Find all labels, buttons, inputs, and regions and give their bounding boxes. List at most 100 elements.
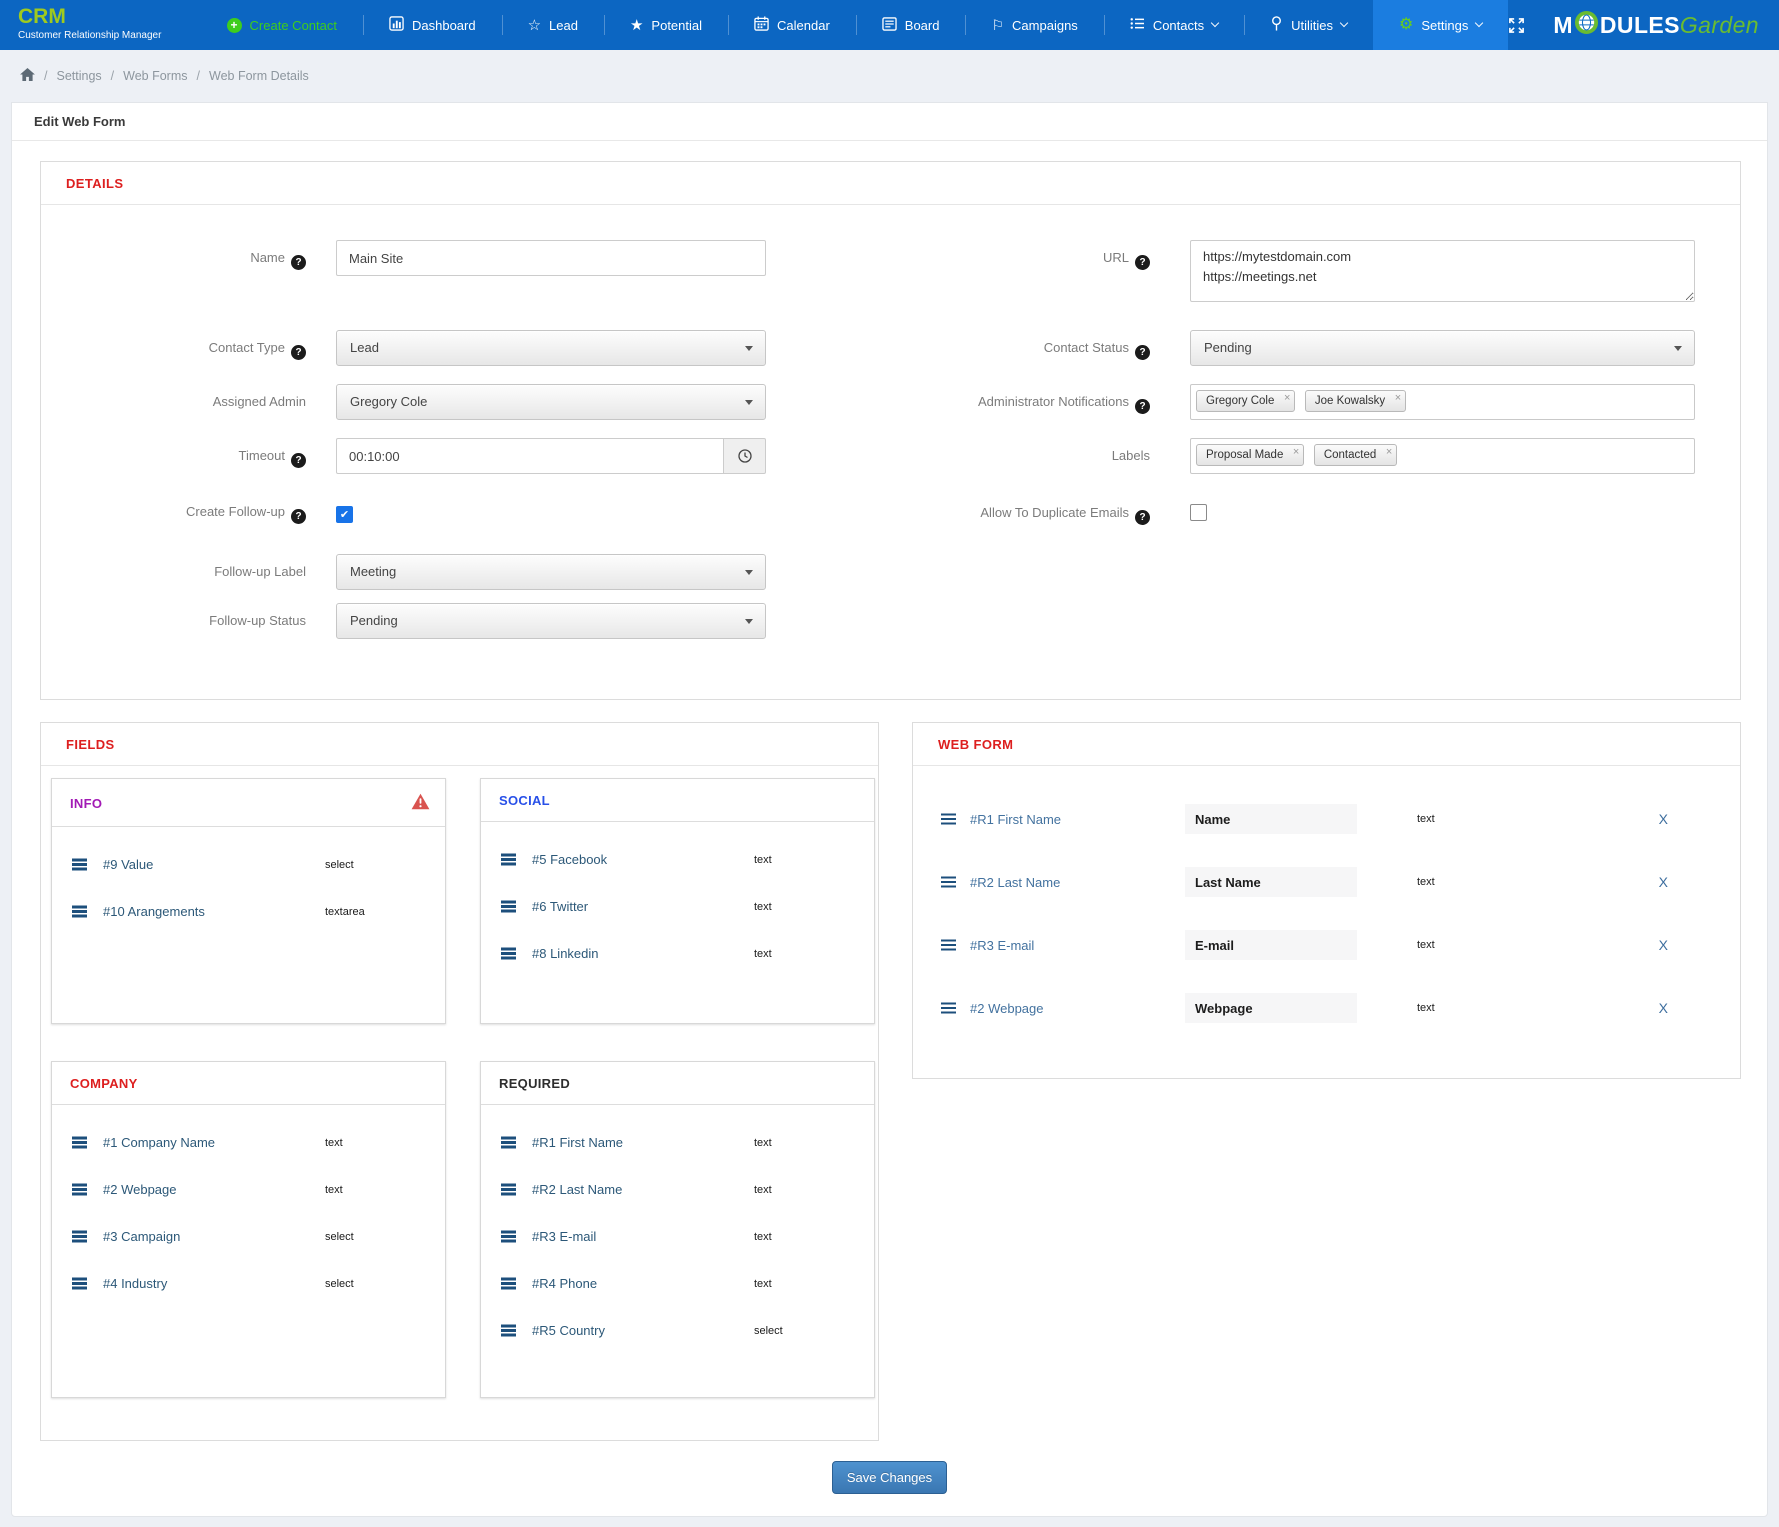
field-name: #R3 E-mail [532,1229,597,1244]
help-icon[interactable] [1135,510,1150,525]
drag-handle-icon[interactable] [501,1235,516,1238]
nav-item-utilities[interactable]: Utilities [1244,0,1373,50]
form-row-timeout: Timeout [86,438,766,474]
web-form-label-input[interactable] [1185,867,1357,897]
modulesgarden-logo[interactable]: M DULES Garden [1553,10,1759,41]
drag-handle-icon[interactable] [72,1282,87,1285]
nav-item-campaigns[interactable]: ⚐ Campaigns [965,0,1103,50]
field-name: #10 Arangements [103,904,205,919]
field-group-title: REQUIRED [499,1076,571,1091]
drag-handle-icon[interactable] [501,1282,516,1285]
drag-handle-icon[interactable] [941,943,956,947]
breadcrumb-web-forms[interactable]: Web Forms [123,69,188,83]
nav-item-create-contact[interactable]: Create Contact [201,0,363,50]
field-item: #3 Campaign select [52,1213,445,1260]
url-textarea[interactable]: https://mytestdomain.com https://meeting… [1190,240,1695,302]
clock-button[interactable] [724,438,766,474]
fields-panel-title: FIELDS [41,723,878,766]
selected-value: Gregory Cole [350,394,428,409]
nav-item-contacts[interactable]: Contacts [1103,0,1244,50]
label-text: Create Follow-up [186,504,285,519]
drag-handle-icon[interactable] [72,863,87,866]
followup-status-select[interactable]: Pending [336,603,766,639]
help-icon[interactable] [1135,345,1150,360]
home-icon[interactable] [20,68,35,84]
web-form-label-input[interactable] [1185,993,1357,1023]
admin-notifications-label: Administrator Notifications [895,384,1190,420]
admin-notifications-input[interactable]: Gregory Cole Joe Kowalsky [1190,384,1695,420]
drag-handle-icon[interactable] [941,1006,956,1010]
drag-handle-icon[interactable] [501,1329,516,1332]
breadcrumb-settings[interactable]: Settings [56,69,102,83]
fullscreen-icon[interactable] [1508,17,1525,34]
help-icon[interactable] [1135,399,1150,414]
drag-handle-icon[interactable] [941,880,956,884]
field-item: #R3 E-mail text [481,1213,874,1260]
labels-input[interactable]: Proposal Made Contacted [1190,438,1695,474]
nav-item-calendar[interactable]: Calendar [728,0,856,50]
drag-handle-icon[interactable] [941,817,956,821]
caret-down-icon [745,346,753,351]
web-form-label-input[interactable] [1185,930,1357,960]
timeout-input[interactable] [336,438,724,474]
drag-handle-icon[interactable] [501,905,516,908]
form-row-allow-duplicate: Allow To Duplicate Emails [895,504,1695,526]
contact-type-select[interactable]: Lead [336,330,766,366]
drag-handle-icon[interactable] [72,1188,87,1191]
drag-handle-icon[interactable] [72,910,87,913]
form-row-contact-type: Contact Type Lead [86,330,766,366]
remove-row-button[interactable]: X [1658,874,1668,890]
remove-row-button[interactable]: X [1658,811,1668,827]
remove-row-button[interactable]: X [1658,937,1668,953]
allow-duplicate-label: Allow To Duplicate Emails [895,505,1190,525]
contact-status-select[interactable]: Pending [1190,330,1695,366]
remove-tag-icon[interactable] [1284,392,1290,404]
caret-down-icon [745,570,753,575]
help-icon[interactable] [291,345,306,360]
remove-row-button[interactable]: X [1658,1000,1668,1016]
drag-handle-icon[interactable] [501,1141,516,1144]
create-followup-label: Create Follow-up [86,504,336,524]
help-icon[interactable] [1135,255,1150,270]
caret-down-icon [1674,346,1682,351]
nav-item-settings[interactable]: ⚙ Settings [1373,0,1509,50]
name-input[interactable] [336,240,766,276]
form-row-followup-status: Follow-up Status Pending [86,603,766,639]
list-icon [1130,17,1145,33]
allow-duplicate-checkbox[interactable] [1190,504,1207,521]
help-icon[interactable] [291,255,306,270]
nav-label: Dashboard [411,17,476,33]
field-group-info: INFO #9 Value select #10 Arangements tex [51,778,446,1024]
nav-item-dashboard[interactable]: Dashboard [362,0,502,50]
save-button[interactable]: Save Changes [831,1461,948,1494]
assigned-admin-select[interactable]: Gregory Cole [336,384,766,420]
drag-handle-icon[interactable] [72,1141,87,1144]
details-panel: DETAILS Name Contact Type Lead Assigned … [40,161,1741,700]
nav-menu: Create Contact Dashboard ☆ Lead ★ Potent… [201,0,1509,50]
brand[interactable]: CRM Customer Relationship Manager [0,0,201,50]
remove-tag-icon[interactable] [1386,446,1392,458]
nav-item-board[interactable]: Board [855,0,966,50]
drag-handle-icon[interactable] [501,1188,516,1191]
drag-handle-icon[interactable] [501,858,516,861]
nav-label: Board [904,17,940,33]
nav-item-potential[interactable]: ★ Potential [603,0,728,50]
star-icon: ★ [629,16,644,34]
chevron-down-icon [1339,18,1349,28]
field-name: #4 Industry [103,1276,168,1291]
nav-item-lead[interactable]: ☆ Lead [501,0,604,50]
warning-icon [411,793,430,813]
remove-tag-icon[interactable] [1293,446,1299,458]
drag-handle-icon[interactable] [72,1235,87,1238]
drag-handle-icon[interactable] [501,952,516,955]
web-form-label-input[interactable] [1185,804,1357,834]
field-name: #6 Twitter [532,899,589,914]
field-type: text [754,1183,772,1196]
create-followup-checkbox[interactable] [336,506,353,523]
help-icon[interactable] [291,509,306,524]
remove-tag-icon[interactable] [1395,392,1401,404]
tag-chip: Gregory Cole [1196,390,1296,412]
help-icon[interactable] [291,453,306,468]
field-item: #9 Value select [52,841,445,888]
followup-label-select[interactable]: Meeting [336,554,766,590]
